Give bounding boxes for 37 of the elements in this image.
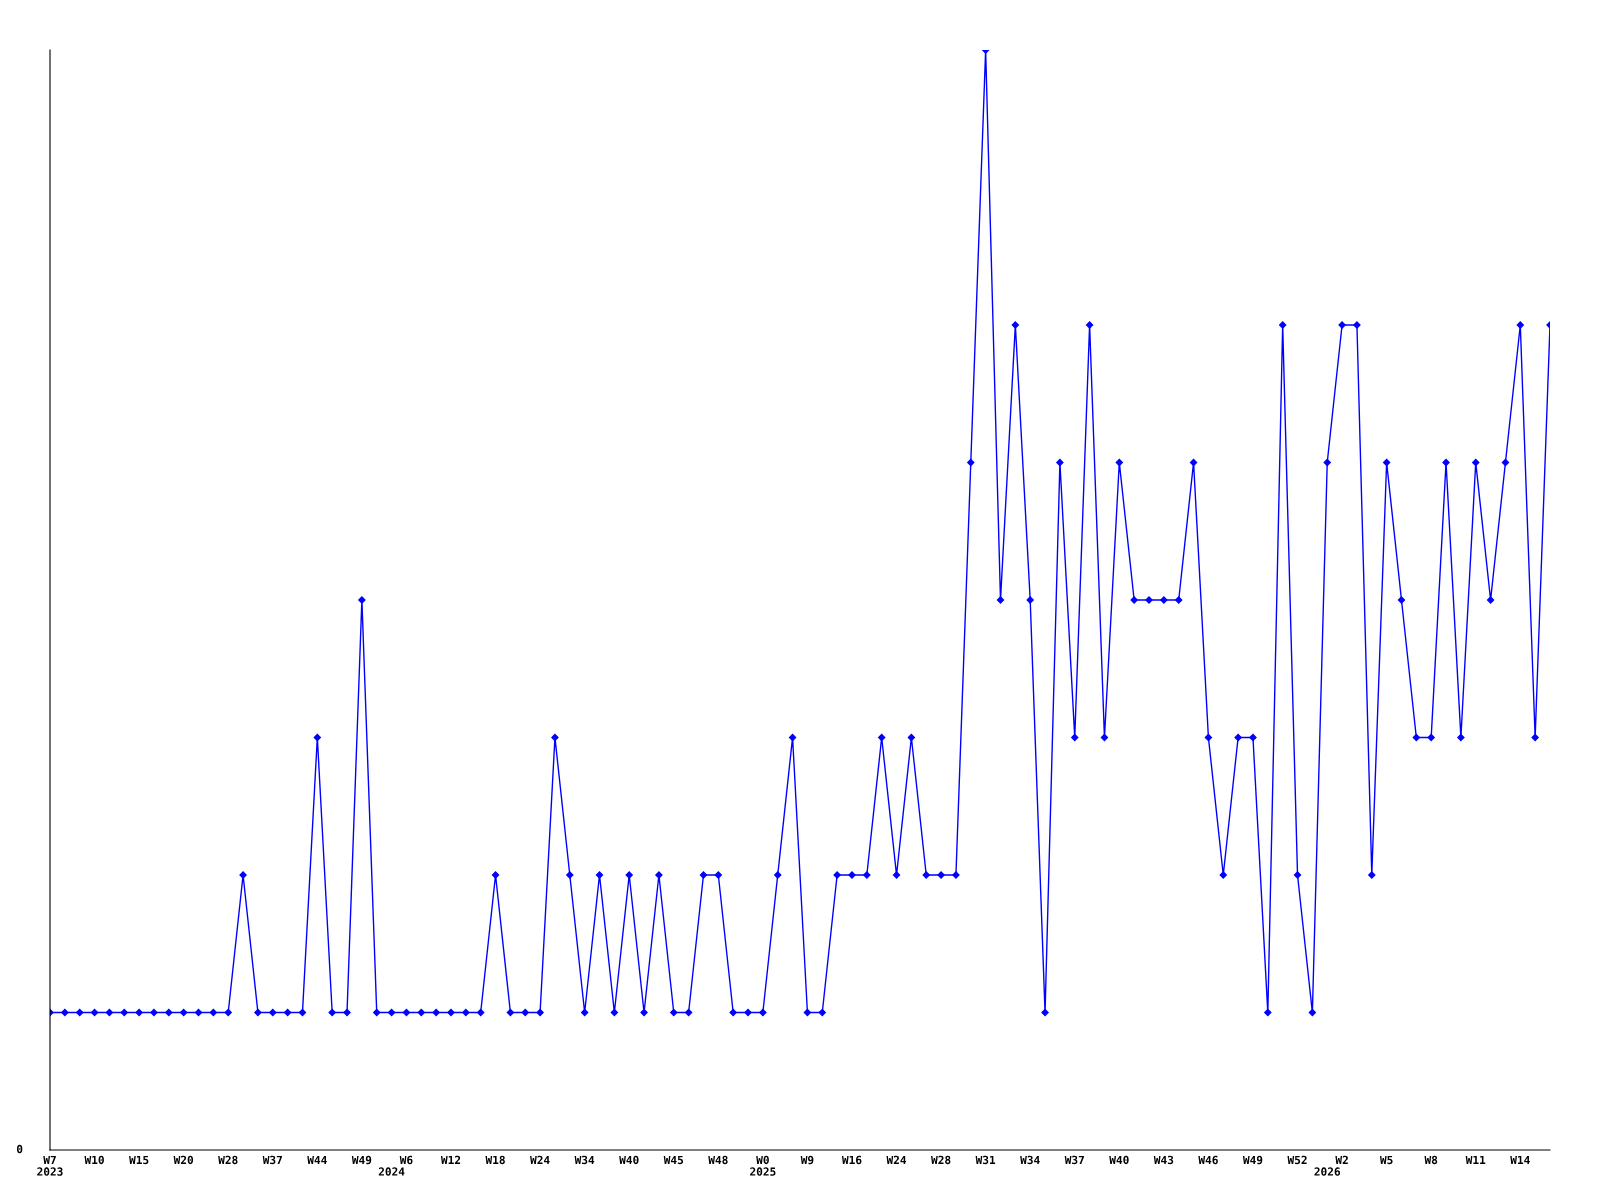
x-tick-label: W0 2025 <box>750 1155 776 1176</box>
x-tick-label: W37 <box>1064 1155 1084 1165</box>
x-tick-label: W14 <box>1510 1155 1530 1164</box>
x-tick-label: W16 <box>841 1155 862 1165</box>
x-tick-label: W43 <box>1153 1155 1174 1165</box>
x-tick-label: W49 <box>351 1155 372 1165</box>
x-tick-label: W24 <box>886 1155 907 1164</box>
x-tick-label: W34 <box>1020 1155 1040 1165</box>
x-tick-label: W9 <box>800 1155 814 1165</box>
x-tick-label: W52 <box>1287 1155 1307 1165</box>
x-tick-label: W37 <box>262 1155 282 1165</box>
x-tick-label: W20 <box>173 1155 194 1165</box>
x-tick-label: W8 <box>1424 1155 1438 1165</box>
x-tick-label: W6 <box>399 1155 413 1165</box>
x-tick-label: W46 <box>1198 1155 1218 1165</box>
x-tick-label: W28 <box>931 1155 951 1165</box>
x-tick-label: W45 <box>663 1155 684 1165</box>
x-tick-label: W28 <box>218 1155 238 1165</box>
x-tick-label: W40 <box>619 1155 639 1165</box>
x-tick-label: W2 <box>1335 1155 1348 1164</box>
x-tick-label: W49 <box>1242 1155 1263 1165</box>
x-tick-label: W7 2023 <box>37 1155 63 1176</box>
x-tick-label: W18 <box>485 1155 505 1165</box>
text: 0 <box>16 1144 23 1154</box>
x-tick-label: W11 <box>1465 1155 1486 1164</box>
x-tick-label: 2026 <box>1314 1167 1340 1176</box>
x-tick-label: W31 <box>975 1155 996 1165</box>
x-tick-label: W34 <box>574 1155 595 1165</box>
x-tick-label: W12 <box>440 1155 461 1164</box>
x-tick-label: W5 <box>1379 1155 1393 1165</box>
x-tick-label: W44 <box>307 1155 327 1164</box>
x-tick-label: W48 <box>708 1155 728 1165</box>
x-tick-label: W40 <box>1109 1155 1129 1165</box>
x-tick-label: W10 <box>84 1155 104 1165</box>
x-tick-label: W15 <box>129 1155 149 1165</box>
x-tick-label: 2024 <box>378 1167 405 1176</box>
x-tick-label: W24 <box>530 1155 550 1164</box>
